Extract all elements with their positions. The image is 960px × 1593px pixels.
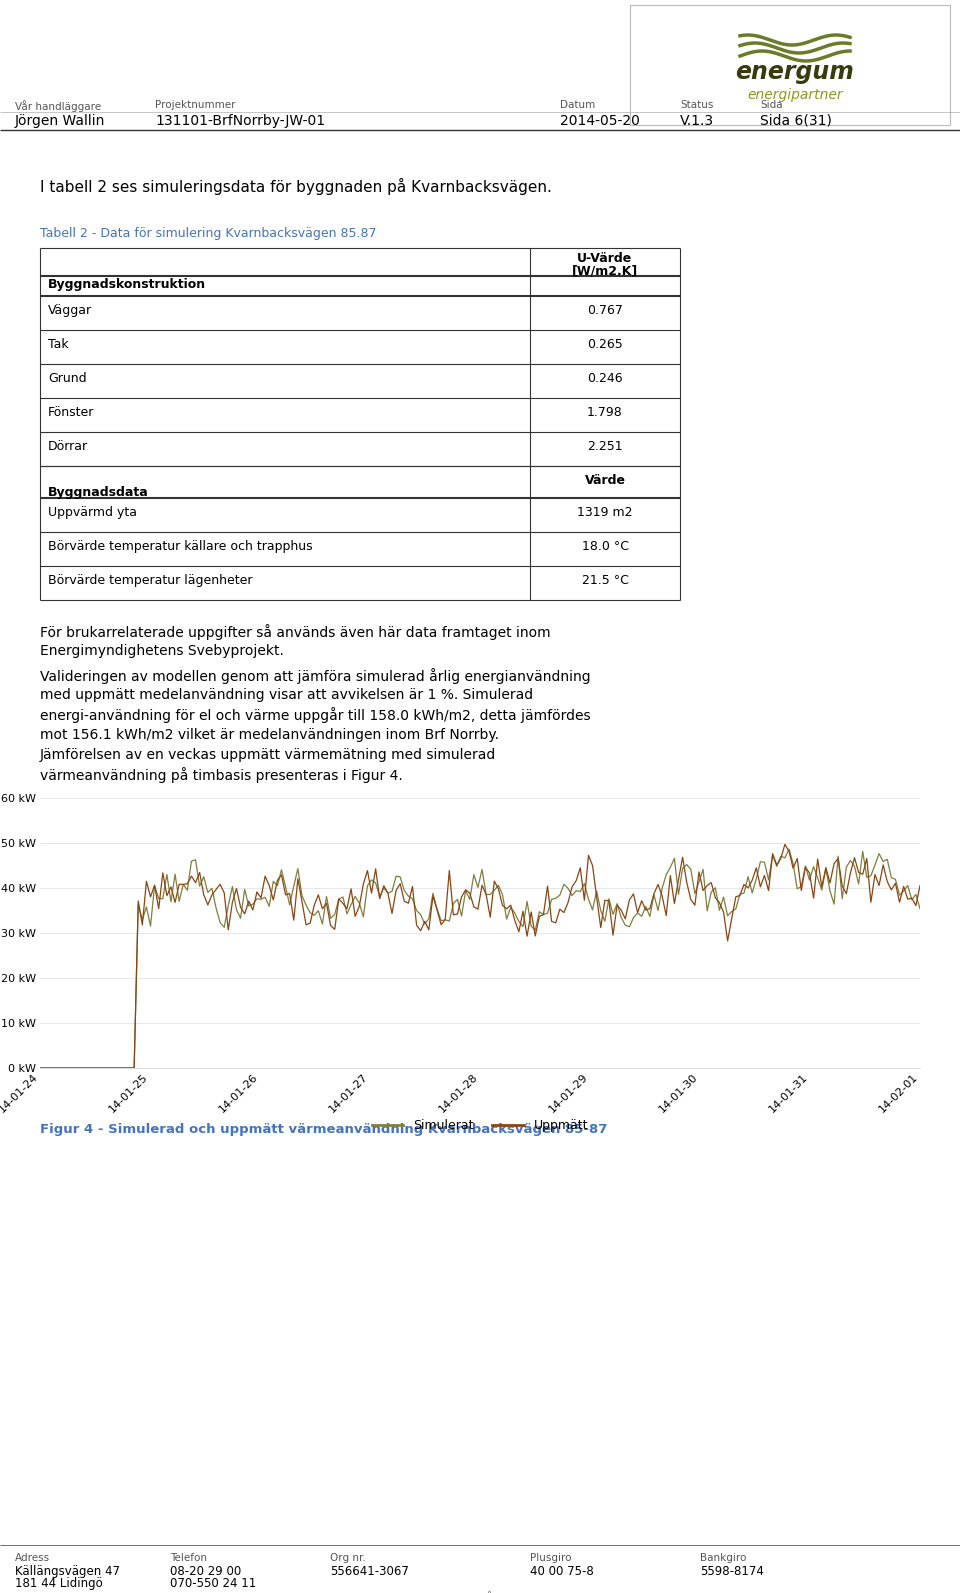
Legend: Simulerat, Uppmätt: Simulerat, Uppmätt	[367, 1115, 593, 1137]
Text: 1.798: 1.798	[588, 406, 623, 419]
Text: I tabell 2 ses simuleringsdata för byggnaden på Kvarnbacksvägen.: I tabell 2 ses simuleringsdata för byggn…	[40, 178, 552, 194]
Text: 1319 m2: 1319 m2	[577, 507, 633, 519]
Text: Bankgiro: Bankgiro	[700, 1553, 746, 1563]
Text: 08-20 29 00: 08-20 29 00	[170, 1564, 241, 1579]
Text: Byggnadsdata: Byggnadsdata	[48, 486, 149, 499]
Text: Fönster: Fönster	[48, 406, 94, 419]
Text: Org nr.: Org nr.	[330, 1553, 366, 1563]
Text: Plusgiro: Plusgiro	[530, 1553, 571, 1563]
Text: 131101-BrfNorrby-JW-01: 131101-BrfNorrby-JW-01	[155, 115, 325, 127]
Text: 070-550 24 11: 070-550 24 11	[170, 1577, 256, 1590]
Text: 0.767: 0.767	[588, 304, 623, 317]
Text: [W/m2.K]: [W/m2.K]	[572, 264, 638, 277]
Text: Börvärde temperatur källare och trapphus: Börvärde temperatur källare och trapphus	[48, 540, 313, 553]
Text: 18.0 °C: 18.0 °C	[582, 540, 629, 553]
Text: Uppvärmd yta: Uppvärmd yta	[48, 507, 137, 519]
Text: 181 44 Lidingö: 181 44 Lidingö	[15, 1577, 103, 1590]
Text: 2.251: 2.251	[588, 440, 623, 452]
Text: Byggnadskonstruktion: Byggnadskonstruktion	[48, 279, 206, 292]
Text: Grund: Grund	[48, 373, 86, 386]
Text: energum: energum	[735, 61, 854, 84]
Text: Telefon: Telefon	[170, 1553, 207, 1563]
Text: 556641-3067: 556641-3067	[330, 1564, 409, 1579]
Text: Figur 4 - Simulerad och uppmätt värmeanvändning Kvarnbacksvägen 85-87: Figur 4 - Simulerad och uppmätt värmeanv…	[40, 1123, 608, 1136]
Text: Väggar: Väggar	[48, 304, 92, 317]
Text: C:\Users\Viktor\Documents\Norrby\Lågan\Uppdaterade dokument\Rapport Brf Norrby v: C:\Users\Viktor\Documents\Norrby\Lågan\U…	[310, 1591, 777, 1593]
Text: U-Värde: U-Värde	[577, 252, 633, 264]
Text: Adress: Adress	[15, 1553, 50, 1563]
Text: 40 00 75-8: 40 00 75-8	[530, 1564, 593, 1579]
Text: Dörrar: Dörrar	[48, 440, 88, 452]
Text: Projektnummer: Projektnummer	[155, 100, 235, 110]
Text: Börvärde temperatur lägenheter: Börvärde temperatur lägenheter	[48, 573, 252, 586]
Text: Jämförelsen av en veckas uppmätt värmemätning med simulerad
värmeanvändning på t: Jämförelsen av en veckas uppmätt värmemä…	[40, 749, 496, 784]
Text: Källängsvägen 47: Källängsvägen 47	[15, 1564, 120, 1579]
Text: Sida 6(31): Sida 6(31)	[760, 115, 832, 127]
Text: Vår handläggare: Vår handläggare	[15, 100, 101, 112]
FancyBboxPatch shape	[630, 5, 950, 124]
Text: För brukarrelaterade uppgifter så används även här data framtaget inom
Energimyn: För brukarrelaterade uppgifter så använd…	[40, 624, 551, 658]
Text: Sida: Sida	[760, 100, 782, 110]
Text: Tabell 2 - Data för simulering Kvarnbacksvägen 85.87: Tabell 2 - Data för simulering Kvarnback…	[40, 226, 376, 241]
Text: Tak: Tak	[48, 338, 68, 350]
Text: V.1.3: V.1.3	[680, 115, 714, 127]
Text: 2014-05-20: 2014-05-20	[560, 115, 640, 127]
Text: Jörgen Wallin: Jörgen Wallin	[15, 115, 106, 127]
Text: energipartner: energipartner	[747, 88, 843, 102]
Text: 5598-8174: 5598-8174	[700, 1564, 764, 1579]
Text: 0.265: 0.265	[588, 338, 623, 350]
Text: Status: Status	[680, 100, 713, 110]
Text: 0.246: 0.246	[588, 373, 623, 386]
Text: Valideringen av modellen genom att jämföra simulerad årlig energianvändning
med : Valideringen av modellen genom att jämfö…	[40, 667, 590, 742]
Text: Datum: Datum	[560, 100, 595, 110]
Text: Värde: Värde	[585, 475, 626, 487]
Text: 21.5 °C: 21.5 °C	[582, 573, 629, 586]
